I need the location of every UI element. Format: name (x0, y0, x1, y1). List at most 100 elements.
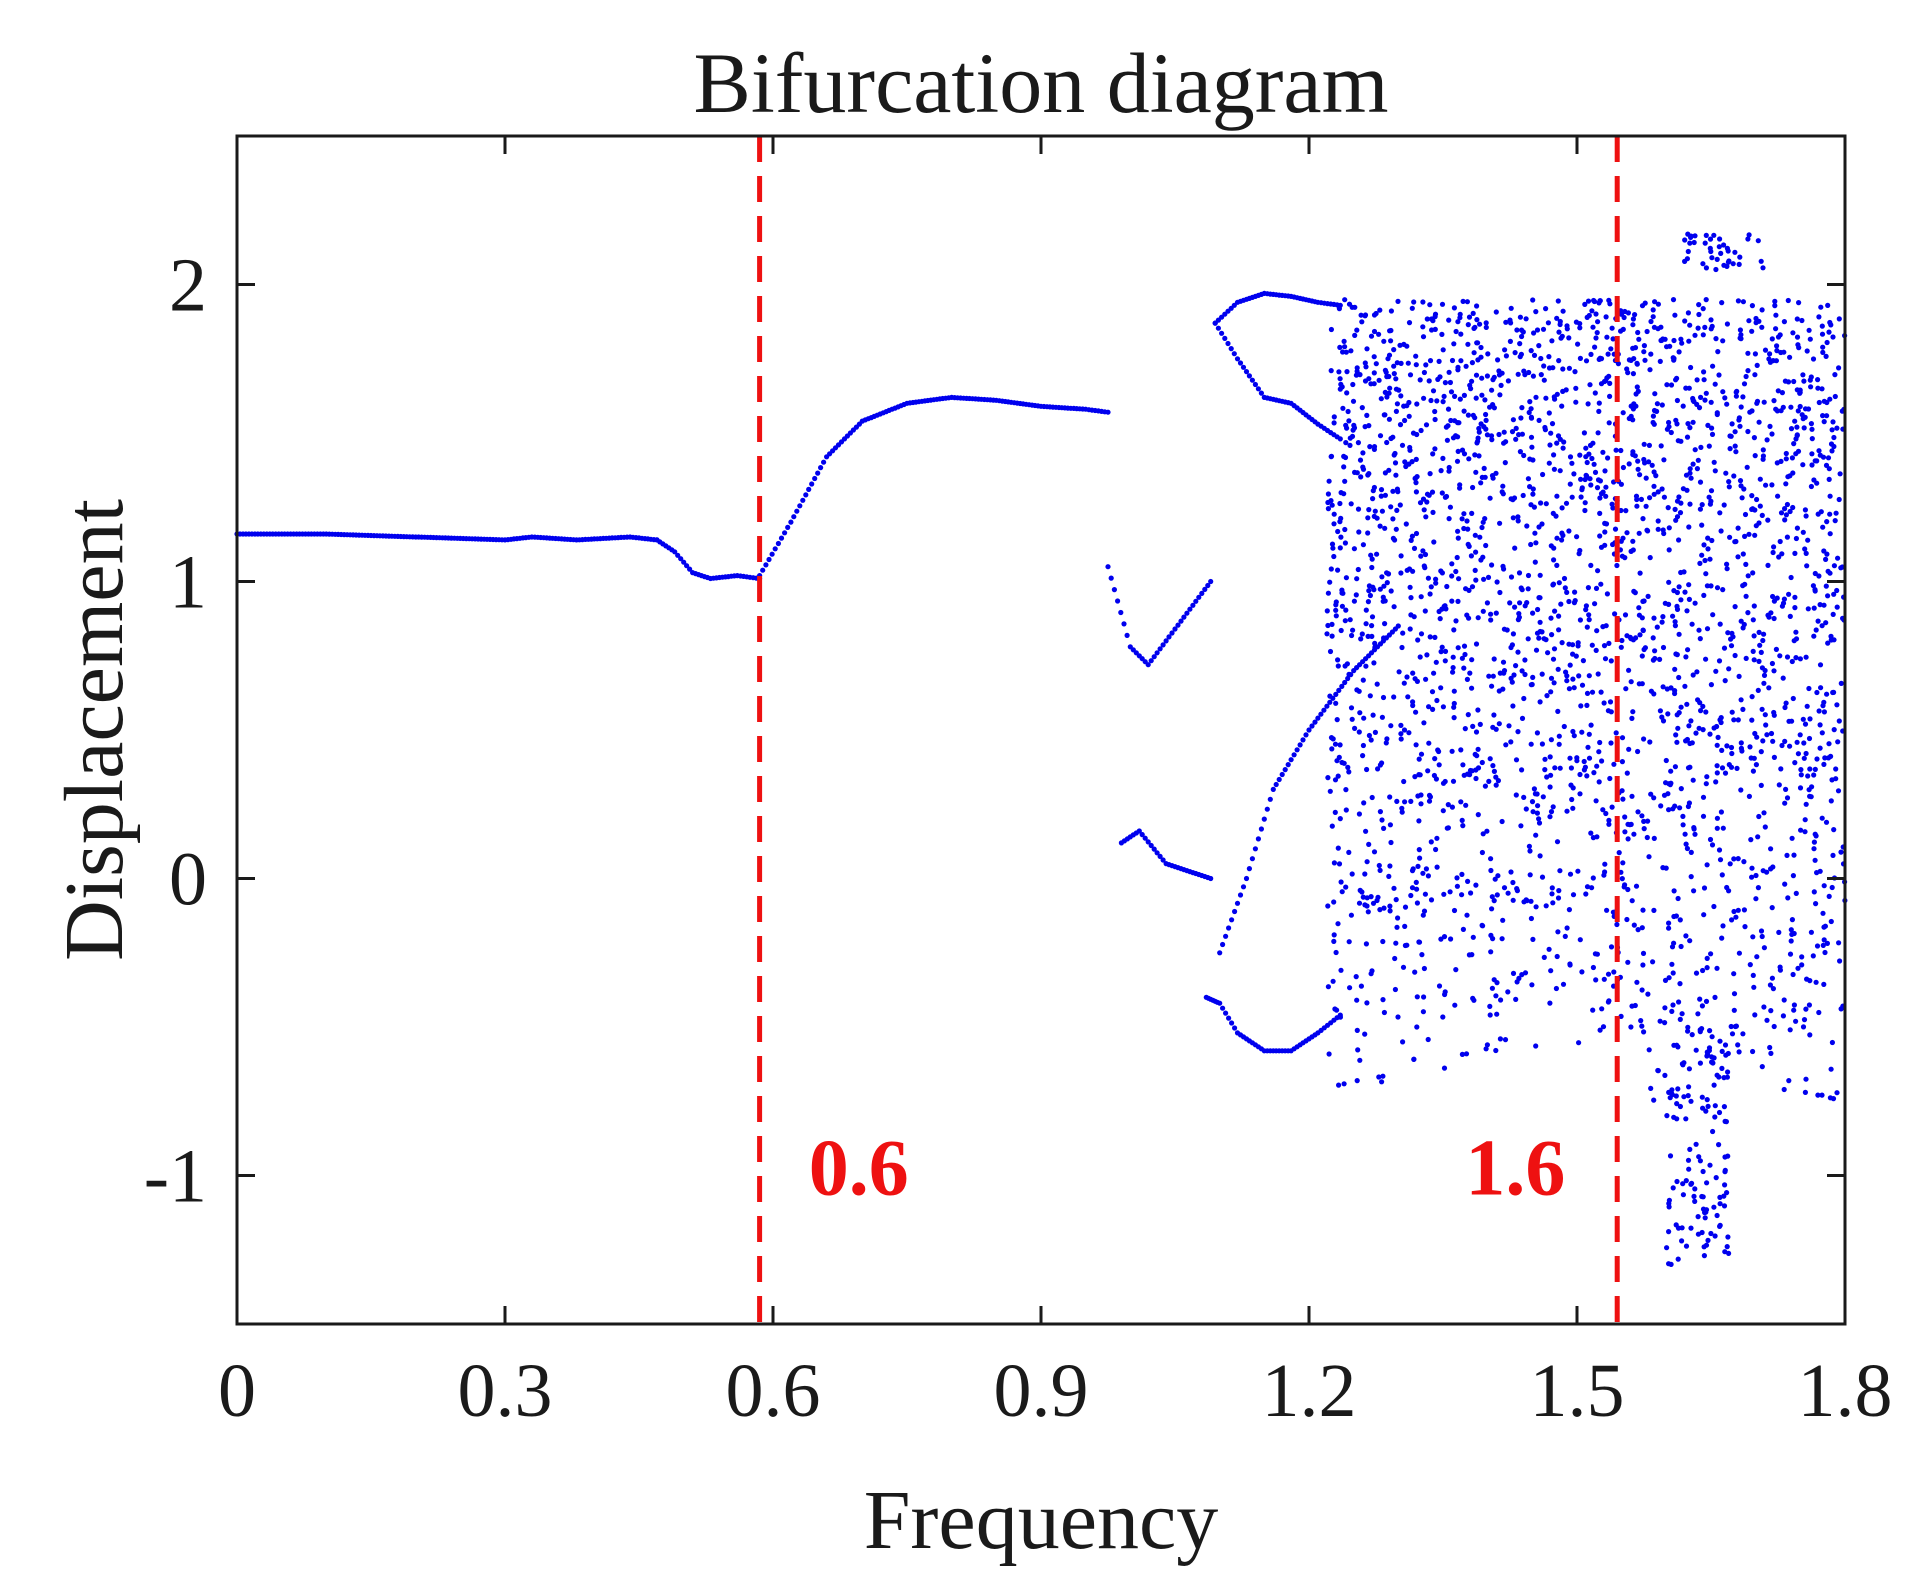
data-point (1724, 1244, 1730, 1250)
data-point (1658, 443, 1664, 449)
data-point (1632, 312, 1638, 318)
data-point (1716, 847, 1723, 853)
data-point (1481, 576, 1487, 582)
data-point (1412, 969, 1418, 975)
data-point (1806, 327, 1812, 333)
data-point (1433, 659, 1439, 665)
data-point (1654, 401, 1660, 407)
data-point (1636, 605, 1642, 611)
data-point (1679, 1238, 1685, 1244)
data-point (1738, 740, 1744, 746)
data-point (1678, 786, 1684, 792)
data-point (1613, 730, 1619, 736)
x-tick-label: 1.5 (1530, 1349, 1625, 1433)
data-point (1688, 475, 1694, 481)
data-point (1409, 459, 1415, 465)
data-point (1509, 429, 1516, 435)
data-point (1408, 595, 1414, 601)
data-point (1418, 553, 1424, 559)
data-point (1695, 697, 1701, 703)
data-point (1749, 717, 1755, 723)
data-point (1357, 887, 1363, 894)
data-point (1482, 397, 1488, 403)
data-point (1346, 769, 1352, 775)
data-point (1368, 894, 1374, 900)
data-point (1585, 744, 1591, 750)
data-point (1690, 461, 1696, 467)
data-point (1597, 739, 1603, 746)
data-point (1804, 703, 1810, 709)
data-point (1785, 895, 1791, 901)
data-point (1789, 917, 1795, 923)
data-point (1434, 398, 1440, 404)
data-point (1585, 298, 1592, 304)
data-point (1569, 796, 1575, 803)
data-point (1640, 627, 1646, 634)
data-point (1673, 651, 1679, 657)
data-point (1331, 414, 1337, 420)
data-point (1392, 986, 1398, 993)
data-point (1659, 486, 1665, 492)
data-point (1702, 1215, 1708, 1221)
data-point (1807, 336, 1813, 342)
data-point (1630, 451, 1636, 458)
data-point (1501, 566, 1507, 572)
data-point (1625, 836, 1631, 842)
data-point (1551, 680, 1557, 686)
data-point (1623, 508, 1629, 514)
data-point (1484, 600, 1490, 606)
data-point (1531, 352, 1538, 358)
data-point (1575, 640, 1581, 646)
data-point (1548, 809, 1555, 815)
data-point (1343, 884, 1349, 890)
data-point (1767, 423, 1773, 429)
data-point (1145, 662, 1151, 668)
data-point (1630, 406, 1636, 412)
data-point (1787, 951, 1794, 957)
data-point (1566, 528, 1572, 534)
data-point (1697, 996, 1703, 1002)
data-point (1270, 786, 1276, 793)
data-point (1510, 417, 1516, 423)
data-point (1537, 619, 1543, 625)
data-point (1542, 427, 1548, 433)
data-point (1770, 738, 1776, 744)
data-point (1528, 348, 1534, 354)
data-point (1620, 860, 1626, 866)
data-point (1802, 1089, 1808, 1095)
data-point (1659, 402, 1665, 408)
data-point (1415, 863, 1421, 870)
data-point (1633, 391, 1639, 397)
data-point (1635, 809, 1641, 815)
data-point (1363, 828, 1369, 834)
data-point (1825, 568, 1831, 574)
data-point (1325, 984, 1331, 990)
data-point (1679, 1225, 1685, 1231)
data-point (1467, 772, 1473, 778)
data-point (1386, 873, 1392, 880)
data-point (1556, 613, 1562, 619)
data-point (1686, 723, 1692, 729)
data-point (1714, 742, 1720, 748)
data-point (1349, 433, 1356, 439)
data-point (1651, 1097, 1657, 1103)
data-point (1641, 598, 1647, 604)
data-point (1666, 1197, 1672, 1203)
data-point (1746, 232, 1752, 238)
data-point (1818, 509, 1824, 515)
data-point (1469, 360, 1475, 366)
data-point (1435, 747, 1441, 753)
data-point (1388, 588, 1394, 594)
data-point (1380, 598, 1386, 604)
data-point (1771, 1023, 1777, 1030)
data-point (1801, 1017, 1808, 1023)
data-point (1687, 1146, 1693, 1152)
data-point (1382, 621, 1388, 627)
data-point (1696, 311, 1702, 318)
data-point (1699, 552, 1705, 558)
data-point (1604, 334, 1610, 340)
data-point (1507, 600, 1513, 606)
data-point (1485, 574, 1492, 581)
data-point (1720, 587, 1726, 593)
data-point (1678, 569, 1684, 576)
